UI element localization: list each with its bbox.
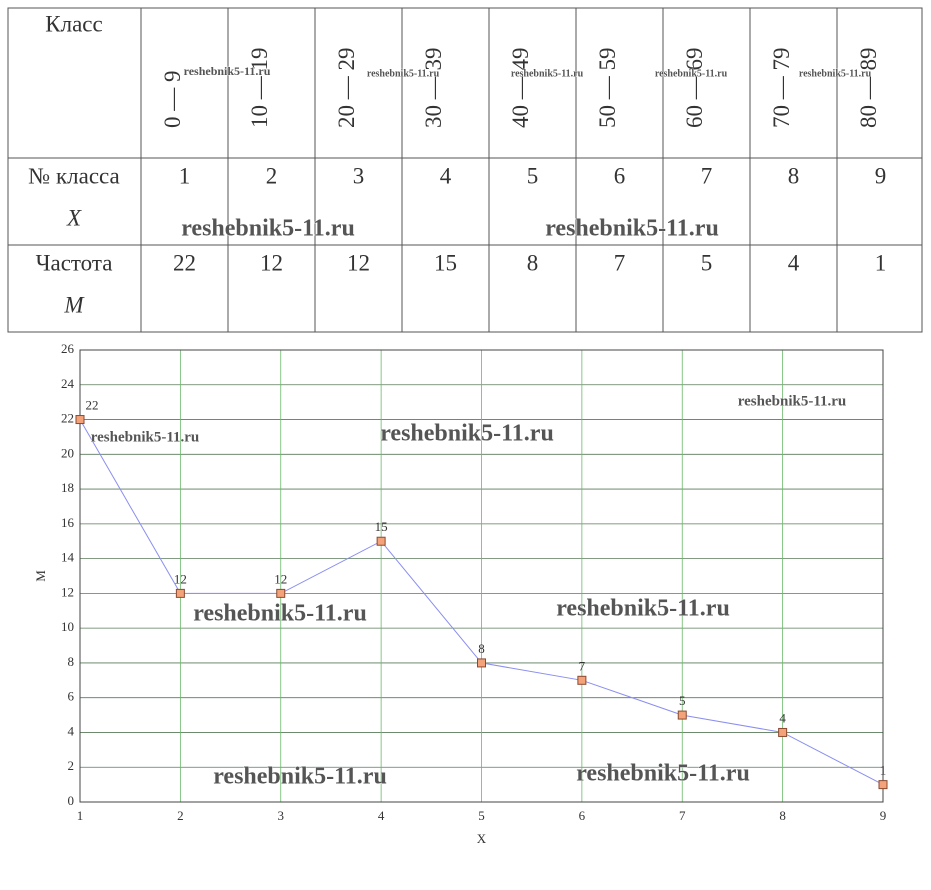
x-tick-label: 5 <box>478 808 485 823</box>
x-tick-label: 6 <box>579 808 586 823</box>
table-cell: 1 <box>179 163 191 188</box>
x-tick-label: 4 <box>378 808 385 823</box>
y-tick-label: 26 <box>61 341 75 356</box>
watermark: reshebnik5-11.ru <box>367 68 440 79</box>
y-tick-label: 12 <box>61 584 74 599</box>
table-cell: 7 <box>701 163 713 188</box>
x-axis-label: X <box>477 831 487 846</box>
y-tick-label: 6 <box>68 689 75 704</box>
y-tick-label: 24 <box>61 376 75 391</box>
x-tick-label: 2 <box>177 808 184 823</box>
table-cell: 8 <box>527 250 539 275</box>
table-cell: 5 <box>527 163 539 188</box>
watermark: reshebnik5-11.ru <box>511 68 584 79</box>
data-point <box>75 415 85 425</box>
header-cell: 50 — 59 <box>595 48 620 129</box>
header-cell: 0 — 9 <box>160 71 185 129</box>
y-tick-label: 0 <box>68 793 75 808</box>
header-cell: Класс <box>45 11 102 36</box>
table-cell: 2 <box>266 163 278 188</box>
table-cell: 8 <box>788 163 800 188</box>
plot-frame <box>79 349 884 803</box>
data-point <box>175 588 185 598</box>
row-label: Частота <box>36 250 113 275</box>
data-point <box>878 780 888 790</box>
x-tick-label: 1 <box>77 808 84 823</box>
watermark: reshebnik5-11.ru <box>576 761 750 787</box>
watermark: reshebnik5-11.ru <box>655 68 728 79</box>
watermark: reshebnik5-11.ru <box>799 68 872 79</box>
data-point <box>376 536 386 546</box>
watermark: reshebnik5-11.ru <box>91 429 200 445</box>
y-tick-label: 18 <box>61 480 74 495</box>
y-tick-label: 22 <box>61 411 74 426</box>
x-tick-label: 3 <box>278 808 285 823</box>
data-point <box>778 727 788 737</box>
y-tick-label: 14 <box>61 550 75 565</box>
table-cell: 12 <box>260 250 283 275</box>
watermark: reshebnik5-11.ru <box>181 216 355 242</box>
table-cell: 9 <box>875 163 887 188</box>
table-cell: 6 <box>614 163 626 188</box>
data-label: 15 <box>375 519 388 534</box>
y-tick-label: 8 <box>68 654 75 669</box>
data-point <box>276 588 286 598</box>
table-cell: 4 <box>440 163 452 188</box>
data-label: 7 <box>579 658 586 673</box>
table-cell: 3 <box>353 163 365 188</box>
y-tick-label: 20 <box>61 445 74 460</box>
y-tick-label: 2 <box>68 758 75 773</box>
table-frame <box>7 7 923 333</box>
header-cell: 60 — 69 <box>682 48 707 129</box>
watermark: reshebnik5-11.ru <box>556 596 730 622</box>
data-point <box>677 710 687 720</box>
header-cell: 80 — 89 <box>856 48 881 129</box>
data-label: 4 <box>779 710 786 725</box>
watermark: reshebnik5-11.ru <box>184 64 271 78</box>
row-symbol: M <box>63 292 85 317</box>
data-point <box>477 658 486 668</box>
data-label: 12 <box>274 571 287 586</box>
table-cell: 7 <box>614 250 626 275</box>
x-tick-label: 8 <box>779 808 786 823</box>
header-cell: 30 — 39 <box>421 48 446 129</box>
table-cell: 22 <box>173 250 196 275</box>
x-tick-label: 7 <box>679 808 686 823</box>
y-axis-label: M <box>33 570 48 582</box>
watermark: reshebnik5-11.ru <box>380 421 554 447</box>
row-symbol: X <box>66 205 82 230</box>
data-label: 22 <box>86 398 99 413</box>
data-point <box>577 675 587 685</box>
header-cell: 20 — 29 <box>334 48 359 129</box>
data-label: 5 <box>679 693 686 708</box>
data-label: 8 <box>478 641 485 656</box>
table-cell: 4 <box>788 250 800 275</box>
header-cell: 40 — 49 <box>508 48 533 129</box>
y-tick-label: 4 <box>68 723 75 738</box>
watermark: reshebnik5-11.ru <box>545 216 719 242</box>
header-cell: 70 — 79 <box>769 48 794 129</box>
header-cell: 10 — 19 <box>247 48 272 129</box>
data-label: 1 <box>880 763 887 778</box>
watermark: reshebnik5-11.ru <box>738 393 847 409</box>
table-cell: 15 <box>434 250 457 275</box>
table-cell: 1 <box>875 250 887 275</box>
row-label: № класса <box>28 163 119 188</box>
watermark: reshebnik5-11.ru <box>213 764 387 790</box>
y-tick-label: 10 <box>61 619 74 634</box>
watermark: reshebnik5-11.ru <box>193 601 367 627</box>
data-label: 12 <box>174 571 187 586</box>
x-tick-label: 9 <box>880 808 887 823</box>
table-cell: 12 <box>347 250 370 275</box>
y-tick-label: 16 <box>61 515 75 530</box>
table-cell: 5 <box>701 250 713 275</box>
